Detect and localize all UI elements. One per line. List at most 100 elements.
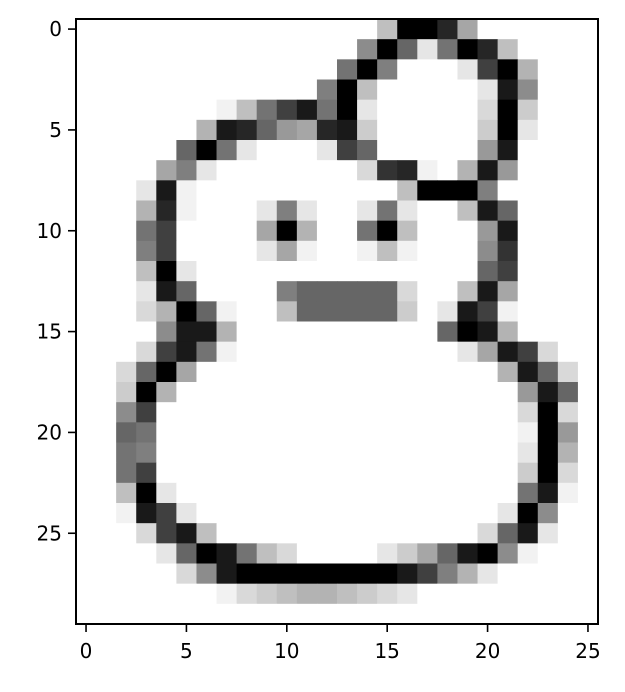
heatmap-cell bbox=[116, 160, 137, 181]
heatmap-cell bbox=[116, 603, 137, 625]
heatmap-cell bbox=[96, 39, 117, 60]
heatmap-cell bbox=[296, 240, 318, 262]
heatmap-cell bbox=[136, 422, 157, 443]
heatmap-cell bbox=[417, 261, 438, 282]
heatmap-cell bbox=[577, 79, 599, 101]
heatmap-cell bbox=[377, 341, 398, 363]
heatmap-cell bbox=[276, 240, 298, 262]
heatmap-cell bbox=[96, 261, 117, 282]
heatmap-cell bbox=[76, 523, 97, 544]
heatmap-cell bbox=[136, 19, 157, 40]
heatmap-cell bbox=[437, 382, 458, 403]
heatmap-cell bbox=[477, 382, 499, 403]
heatmap-cell bbox=[537, 563, 559, 585]
heatmap-cell bbox=[216, 220, 238, 242]
heatmap-cell bbox=[116, 281, 137, 302]
heatmap-cell bbox=[557, 402, 579, 423]
heatmap-cell bbox=[517, 261, 539, 282]
heatmap-cell bbox=[337, 402, 358, 423]
heatmap-cell bbox=[497, 39, 519, 60]
heatmap-cell bbox=[116, 180, 137, 201]
heatmap-cell bbox=[256, 583, 278, 605]
heatmap-cell bbox=[76, 261, 97, 282]
heatmap-cell bbox=[517, 59, 539, 80]
heatmap-cell bbox=[316, 361, 338, 383]
heatmap-cell bbox=[337, 583, 358, 605]
heatmap-cell bbox=[296, 361, 318, 383]
heatmap-cell bbox=[256, 180, 278, 201]
heatmap-cell bbox=[377, 382, 398, 403]
heatmap-cell bbox=[276, 583, 298, 605]
heatmap-cell bbox=[296, 402, 318, 423]
heatmap-cell bbox=[457, 523, 478, 544]
heatmap-cell bbox=[417, 180, 438, 201]
heatmap-cell bbox=[176, 523, 197, 544]
heatmap-cell bbox=[417, 79, 438, 101]
heatmap-cell bbox=[397, 361, 418, 383]
heatmap-cell bbox=[437, 341, 458, 363]
heatmap-cell bbox=[577, 39, 599, 60]
heatmap-cell bbox=[537, 19, 559, 40]
heatmap-cell bbox=[176, 321, 197, 343]
heatmap-cell bbox=[377, 402, 398, 423]
heatmap-cell bbox=[397, 301, 418, 322]
heatmap-cell bbox=[397, 119, 418, 141]
heatmap-cell bbox=[377, 180, 398, 201]
heatmap-cell bbox=[337, 603, 358, 625]
heatmap-cell bbox=[357, 59, 378, 80]
heatmap-cell bbox=[296, 462, 318, 484]
y-axis-ticks: 0 5 10 15 20 25 bbox=[37, 17, 76, 545]
heatmap-cell bbox=[296, 543, 318, 564]
heatmap-cell bbox=[557, 422, 579, 443]
heatmap-cell bbox=[377, 39, 398, 60]
heatmap-cell bbox=[136, 99, 157, 121]
heatmap-cell bbox=[377, 583, 398, 605]
heatmap-cell bbox=[156, 482, 177, 504]
heatmap-cell bbox=[337, 523, 358, 544]
heatmap-cell bbox=[377, 523, 398, 544]
heatmap-cell bbox=[96, 462, 117, 484]
heatmap-cell bbox=[256, 119, 278, 141]
heatmap-cell bbox=[337, 99, 358, 121]
heatmap-cell bbox=[196, 341, 217, 363]
heatmap-cell bbox=[497, 220, 519, 242]
heatmap-cell bbox=[477, 220, 499, 242]
heatmap-cell bbox=[537, 402, 559, 423]
heatmap-cell bbox=[216, 603, 238, 625]
heatmap-cell bbox=[457, 341, 478, 363]
heatmap-cell bbox=[236, 119, 258, 141]
heatmap-cell bbox=[196, 523, 217, 544]
heatmap-cell bbox=[236, 402, 258, 423]
heatmap-cell bbox=[116, 321, 137, 343]
heatmap-cell bbox=[337, 563, 358, 585]
heatmap-cell bbox=[296, 200, 318, 222]
heatmap-cell bbox=[316, 281, 338, 302]
heatmap-cell bbox=[96, 140, 117, 161]
heatmap-cell bbox=[96, 563, 117, 585]
heatmap-cell bbox=[397, 200, 418, 222]
heatmap-cell bbox=[156, 119, 177, 141]
heatmap-cell bbox=[76, 99, 97, 121]
heatmap-cell bbox=[457, 603, 478, 625]
heatmap-cell bbox=[337, 503, 358, 524]
heatmap-cell bbox=[296, 321, 318, 343]
heatmap-cell bbox=[577, 503, 599, 524]
x-tick-label: 5 bbox=[180, 639, 193, 663]
heatmap-cell bbox=[276, 402, 298, 423]
heatmap-cell bbox=[96, 321, 117, 343]
heatmap-cell bbox=[397, 482, 418, 504]
heatmap-cell bbox=[96, 523, 117, 544]
heatmap-cell bbox=[276, 462, 298, 484]
heatmap-cell bbox=[517, 583, 539, 605]
heatmap-cell bbox=[216, 39, 238, 60]
heatmap-cell bbox=[397, 462, 418, 484]
heatmap-cell bbox=[116, 19, 137, 40]
heatmap-cell bbox=[216, 523, 238, 544]
heatmap-cell bbox=[176, 301, 197, 322]
heatmap-cell bbox=[256, 140, 278, 161]
heatmap-cell bbox=[116, 119, 137, 141]
heatmap-cell bbox=[497, 563, 519, 585]
heatmap-cell bbox=[96, 503, 117, 524]
heatmap-cell bbox=[377, 281, 398, 302]
heatmap-cell bbox=[417, 503, 438, 524]
